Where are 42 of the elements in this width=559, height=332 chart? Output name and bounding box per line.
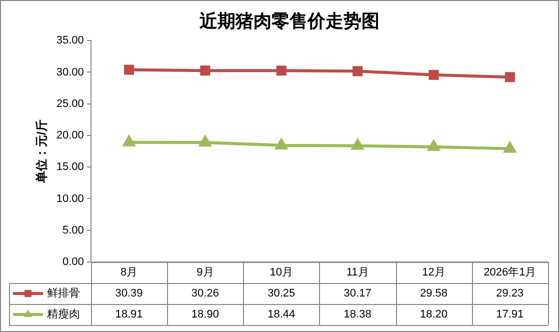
y-tick-label: 15.00 (56, 161, 84, 174)
x-tick-label: 8月 (120, 266, 138, 279)
point (200, 66, 210, 76)
point (504, 72, 515, 82)
point (276, 138, 288, 150)
data-label: 18.91 (115, 308, 143, 321)
y-tick-label: 30.00 (56, 66, 84, 78)
point (123, 136, 135, 146)
data-label: 30.39 (115, 288, 143, 300)
y-tick-label: 0.00 (62, 256, 84, 268)
data-label: 29.23 (496, 288, 524, 300)
data-label: 18.38 (344, 308, 372, 321)
data-label: 30.25 (268, 288, 296, 300)
y-axis-title: 单位：元/斤 (34, 120, 49, 184)
legend-label: 精瘦肉 (47, 308, 80, 321)
y-tick-label: 35.00 (56, 34, 84, 47)
data-label: 30.17 (344, 288, 372, 300)
point (276, 66, 286, 76)
x-tick-label: 11月 (346, 266, 369, 279)
data-label: 18.20 (420, 308, 448, 321)
y-tick-label: 10.00 (56, 192, 84, 205)
point (352, 66, 363, 76)
x-tick-label: 2026年1月 (484, 266, 536, 279)
point (428, 140, 440, 151)
chart-title: 近期猪肉零售价走势图 (198, 10, 380, 31)
data-label: 29.58 (420, 288, 448, 300)
data-label: 18.44 (268, 308, 296, 321)
y-tick-label: 20.00 (56, 130, 84, 142)
data-label: 17.91 (496, 308, 524, 321)
point (428, 70, 439, 80)
x-tick-label: 12月 (422, 266, 446, 279)
point (199, 136, 212, 146)
point (352, 139, 364, 150)
x-tick-label: 10月 (270, 266, 293, 279)
y-tick-label: 25.00 (56, 98, 84, 110)
data-label: 30.26 (191, 288, 219, 300)
legend-label: 鲜排骨 (47, 288, 80, 300)
point (504, 142, 516, 153)
y-tick-label: 5.00 (62, 224, 84, 236)
x-tick-label: 9月 (196, 266, 214, 279)
point (124, 64, 134, 75)
data-label: 18.90 (191, 308, 219, 321)
